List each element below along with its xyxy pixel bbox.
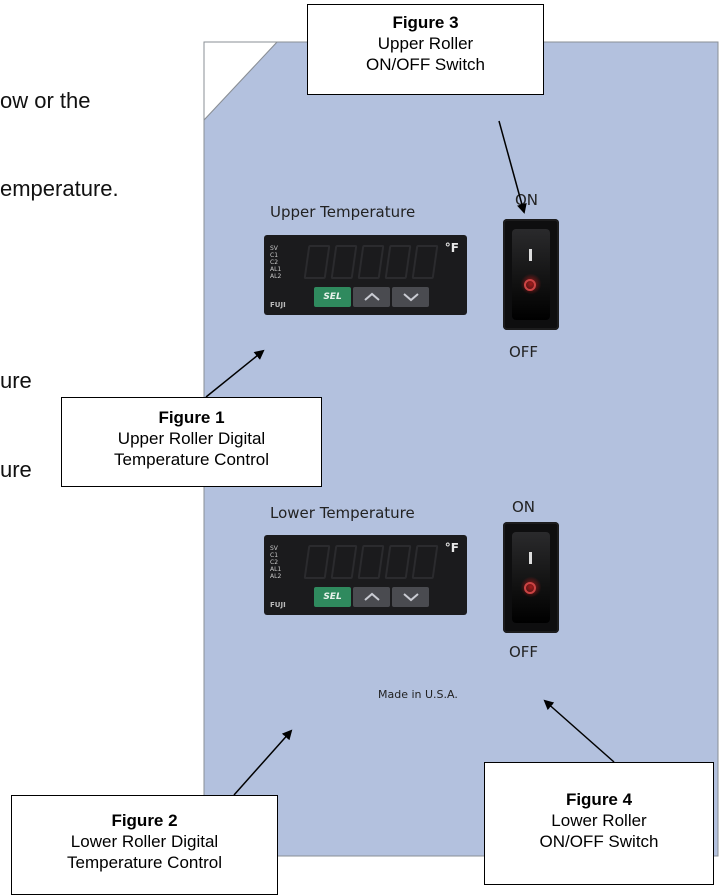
led-label: C2 bbox=[270, 259, 279, 266]
figure-4-line-1: Lower Roller bbox=[551, 811, 647, 830]
lower-roller-rocker-switch[interactable] bbox=[503, 522, 559, 633]
on-mark-icon bbox=[529, 249, 532, 261]
led-label: AL1 bbox=[270, 266, 282, 273]
up-arrow-button[interactable] bbox=[353, 587, 390, 607]
figure-3-line-2: ON/OFF Switch bbox=[365, 55, 485, 74]
figure-3-callout: Figure 3 Upper Roller ON/OFF Switch bbox=[307, 4, 544, 95]
body-text-line-4: ure bbox=[0, 457, 32, 482]
figure-2-title: Figure 2 bbox=[111, 811, 178, 830]
down-arrow-button[interactable] bbox=[392, 587, 429, 607]
led-label: AL1 bbox=[270, 566, 282, 573]
figure-1-title: Figure 1 bbox=[158, 408, 225, 427]
brand-logo: FUJI bbox=[270, 601, 286, 609]
led-label: AL2 bbox=[270, 573, 282, 580]
figure-2-line-1: Lower Roller Digital bbox=[70, 832, 219, 851]
body-text-line-2: emperature. bbox=[0, 176, 119, 201]
figure-3-title: Figure 3 bbox=[392, 13, 459, 32]
led-label: C1 bbox=[270, 552, 279, 559]
body-text-line-3: ure bbox=[0, 368, 32, 393]
select-button[interactable]: SEL bbox=[314, 587, 351, 607]
figure-2-line-2: Temperature Control bbox=[67, 853, 222, 872]
figure-1-line-2: Temperature Control bbox=[114, 450, 269, 469]
led-label: SV bbox=[270, 245, 278, 252]
lower-temperature-controller: SV C1 C2 AL1 AL2 °F FUJI SEL bbox=[264, 535, 467, 615]
figure-4-title: Figure 4 bbox=[565, 790, 633, 809]
led-label: C1 bbox=[270, 252, 279, 259]
made-in-label: Made in U.S.A. bbox=[378, 688, 458, 701]
led-indicator-labels: SV C1 C2 AL1 AL2 bbox=[270, 245, 281, 280]
fahrenheit-unit-label: °F bbox=[444, 541, 459, 555]
chevron-up-icon bbox=[363, 292, 380, 301]
led-label: C2 bbox=[270, 559, 279, 566]
lower-temperature-label: Lower Temperature bbox=[270, 504, 415, 522]
upper-temperature-controller: SV C1 C2 AL1 AL2 °F FUJI SEL bbox=[264, 235, 467, 315]
chevron-down-icon bbox=[402, 593, 419, 602]
up-arrow-button[interactable] bbox=[353, 287, 390, 307]
upper-off-label: OFF bbox=[509, 343, 539, 361]
body-text-line-1: ow or the bbox=[0, 88, 91, 113]
figure-4-callout: Figure 4 Lower Roller ON/OFF Switch bbox=[484, 762, 714, 885]
lower-on-label: ON bbox=[512, 498, 536, 516]
upper-temperature-label: Upper Temperature bbox=[270, 203, 416, 221]
figure-1-line-1: Upper Roller Digital bbox=[117, 429, 266, 448]
fahrenheit-unit-label: °F bbox=[444, 241, 459, 255]
select-button[interactable]: SEL bbox=[314, 287, 351, 307]
figure-4-line-2: ON/OFF Switch bbox=[539, 832, 659, 851]
led-label: AL2 bbox=[270, 273, 282, 280]
figure-2-arrow bbox=[233, 729, 293, 796]
panel-corner-fold bbox=[203, 41, 279, 122]
chevron-down-icon bbox=[402, 293, 419, 302]
figure-2-callout: Figure 2 Lower Roller Digital Temperatur… bbox=[11, 795, 278, 895]
led-indicator-labels: SV C1 C2 AL1 AL2 bbox=[270, 545, 281, 580]
figure-1-arrow bbox=[205, 349, 265, 398]
on-mark-icon bbox=[529, 552, 532, 564]
chevron-up-icon bbox=[363, 592, 380, 601]
figure-3-line-1: Upper Roller bbox=[377, 34, 474, 53]
brand-logo: FUJI bbox=[270, 301, 286, 309]
figure-4-arrow bbox=[543, 699, 615, 763]
figure-3-arrow bbox=[498, 120, 527, 214]
upper-roller-rocker-switch[interactable] bbox=[503, 219, 559, 330]
off-mark-icon bbox=[524, 279, 536, 291]
off-mark-icon bbox=[524, 582, 536, 594]
figure-1-callout: Figure 1 Upper Roller Digital Temperatur… bbox=[61, 397, 322, 487]
down-arrow-button[interactable] bbox=[392, 287, 429, 307]
led-label: SV bbox=[270, 545, 278, 552]
lower-off-label: OFF bbox=[509, 643, 539, 661]
